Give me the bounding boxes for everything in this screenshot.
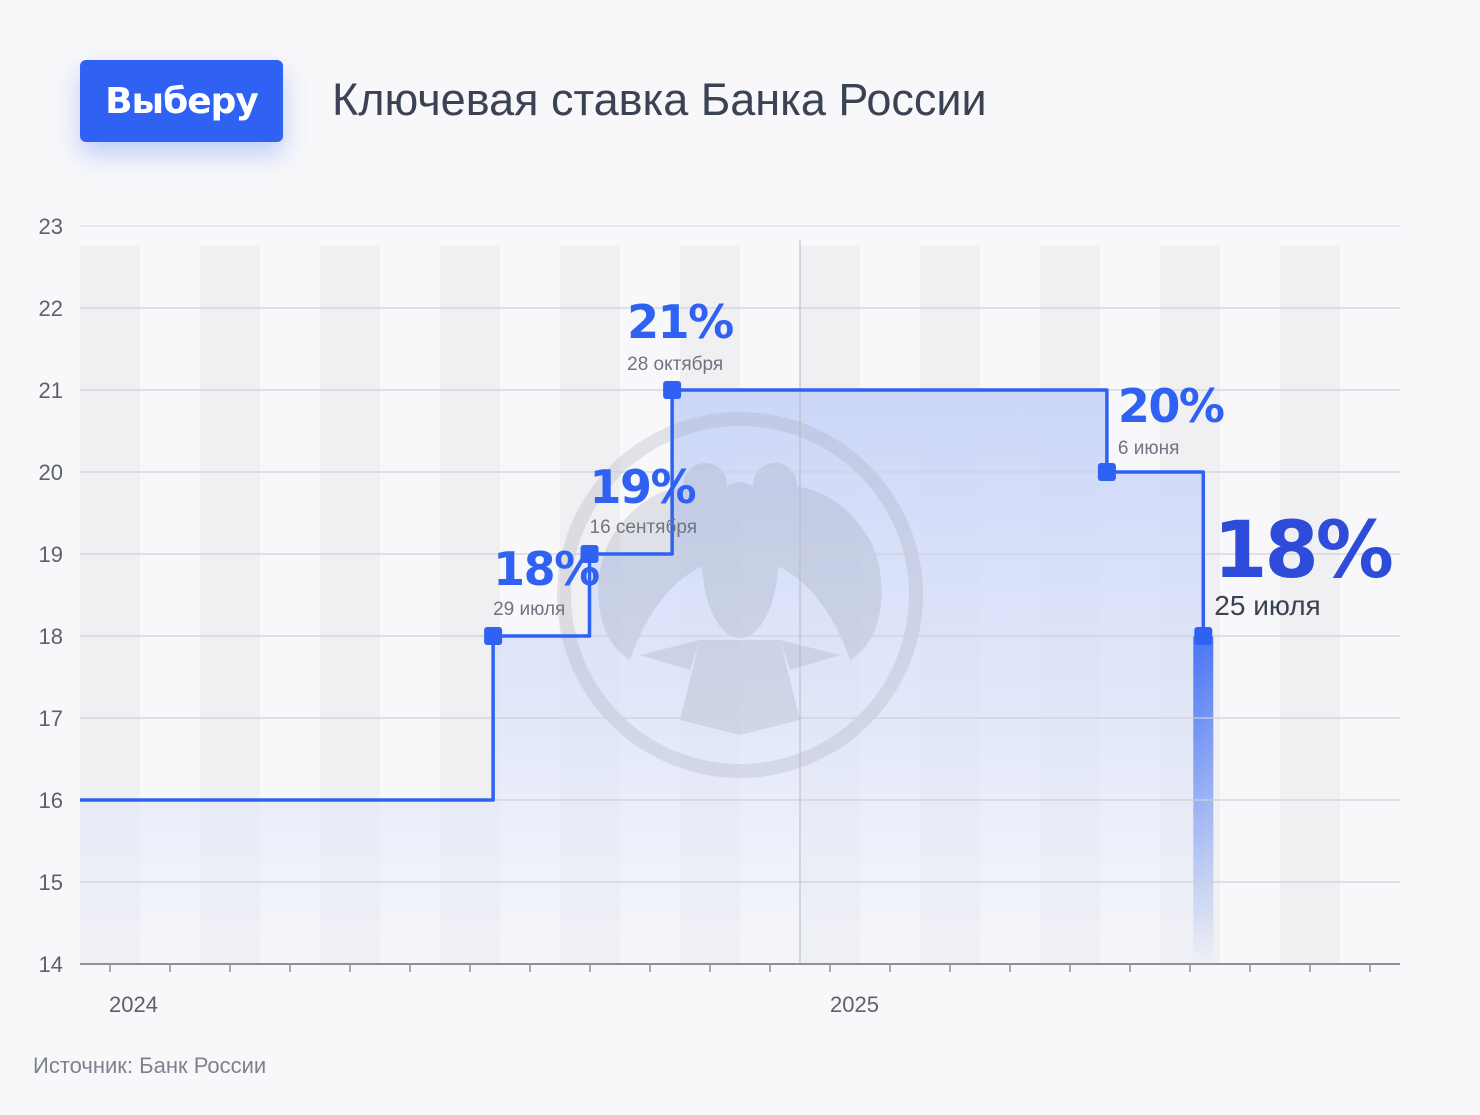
y-tick-label: 14	[39, 952, 63, 977]
rate-date-label: 16 сентября	[590, 517, 698, 538]
bank-emblem-watermark	[557, 412, 923, 778]
rate-date-label: 29 июля	[493, 599, 565, 620]
rate-series	[80, 388, 1206, 802]
rate-point	[663, 381, 682, 399]
y-tick-label: 20	[39, 460, 63, 485]
rate-value-label: 18%	[493, 542, 599, 596]
rate-labels: 18% 29 июля 19% 16 сентября 21% 28 октября 20%…	[493, 295, 1395, 621]
rate-point	[1194, 627, 1213, 645]
y-tick-label: 18	[39, 624, 63, 649]
rate-value-label: 19%	[590, 460, 696, 514]
y-tick-label: 17	[39, 706, 63, 731]
rate-point	[1097, 463, 1116, 481]
source-note: Источник: Банк России	[33, 1053, 267, 1078]
y-tick-label: 21	[39, 378, 63, 403]
x-year-label: 2024	[109, 992, 158, 1017]
chart-axes: 14 15 16 17 18 19 20 21 22 23 2024 2025	[39, 214, 1400, 1017]
rate-date-label: 6 июня	[1118, 438, 1180, 459]
rate-date-label: 28 октября	[627, 354, 723, 375]
y-tick-label: 19	[39, 542, 63, 567]
x-year-label: 2025	[830, 992, 879, 1017]
rate-point	[580, 545, 599, 563]
month-band	[1280, 246, 1340, 964]
vybery-logo: Выберу	[80, 60, 283, 142]
rate-line	[80, 388, 1206, 802]
rate-point	[484, 627, 503, 645]
y-tick-label: 23	[39, 214, 63, 239]
y-tick-label: 16	[39, 788, 63, 813]
logo-text: Выберу	[105, 80, 259, 122]
rate-markers	[484, 381, 1213, 645]
rate-date-label: 25 июля	[1214, 590, 1320, 621]
y-tick-label: 22	[39, 296, 63, 321]
rate-area	[80, 390, 1204, 964]
chart-title: Ключевая ставка Банка России	[332, 74, 987, 125]
rate-value-label: 20%	[1118, 379, 1224, 433]
rate-value-label: 18%	[1213, 506, 1392, 596]
rate-value-label: 21%	[627, 295, 733, 349]
y-tick-label: 15	[39, 870, 63, 895]
